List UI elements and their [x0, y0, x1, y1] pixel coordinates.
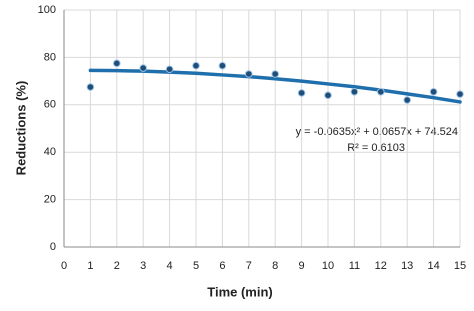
trendline-equation: y = -0.0635x² + 0.0657x + 74.524	[296, 126, 458, 138]
data-point	[86, 83, 95, 91]
x-axis-title: Time (min)	[207, 284, 273, 299]
x-tick-label: 1	[87, 260, 93, 272]
x-tick-label: 5	[193, 260, 199, 272]
data-point	[139, 64, 147, 72]
data-point	[297, 89, 306, 97]
x-tick-label: 6	[219, 260, 225, 272]
x-tick-label: 9	[299, 260, 305, 272]
x-tick-label: 14	[427, 260, 439, 272]
y-tick-label: 100	[38, 4, 56, 16]
x-tick-label: 8	[272, 260, 278, 272]
x-tick-label: 13	[401, 260, 413, 272]
x-tick-label: 3	[140, 260, 146, 272]
x-tick-label: 7	[246, 260, 252, 272]
data-point	[245, 70, 253, 78]
data-point	[377, 87, 385, 96]
data-point	[456, 90, 464, 98]
data-point	[403, 96, 412, 104]
y-tick-label: 40	[44, 146, 56, 158]
data-point	[324, 91, 332, 100]
x-tick-label: 15	[454, 260, 466, 272]
data-point	[218, 61, 227, 70]
r-squared: R² = 0.6103	[347, 142, 405, 154]
data-point	[271, 70, 280, 78]
x-tick-label: 4	[167, 260, 173, 272]
y-tick-label: 60	[44, 99, 56, 111]
y-tick-label: 0	[50, 241, 56, 253]
data-point	[165, 65, 174, 74]
data-point	[192, 61, 200, 70]
trendline	[88, 68, 462, 104]
x-tick-label: 0	[61, 260, 67, 272]
y-tick-label: 20	[44, 194, 56, 206]
x-tick-label: 10	[322, 260, 334, 272]
y-axis-title: Reductions (%)	[13, 81, 28, 176]
x-tick-label: 2	[114, 260, 120, 272]
data-point	[350, 87, 359, 96]
data-point	[113, 59, 121, 68]
y-tick-label: 80	[44, 51, 56, 63]
x-tick-label: 12	[375, 260, 387, 272]
data-point	[429, 87, 438, 96]
x-tick-label: 11	[349, 260, 360, 272]
